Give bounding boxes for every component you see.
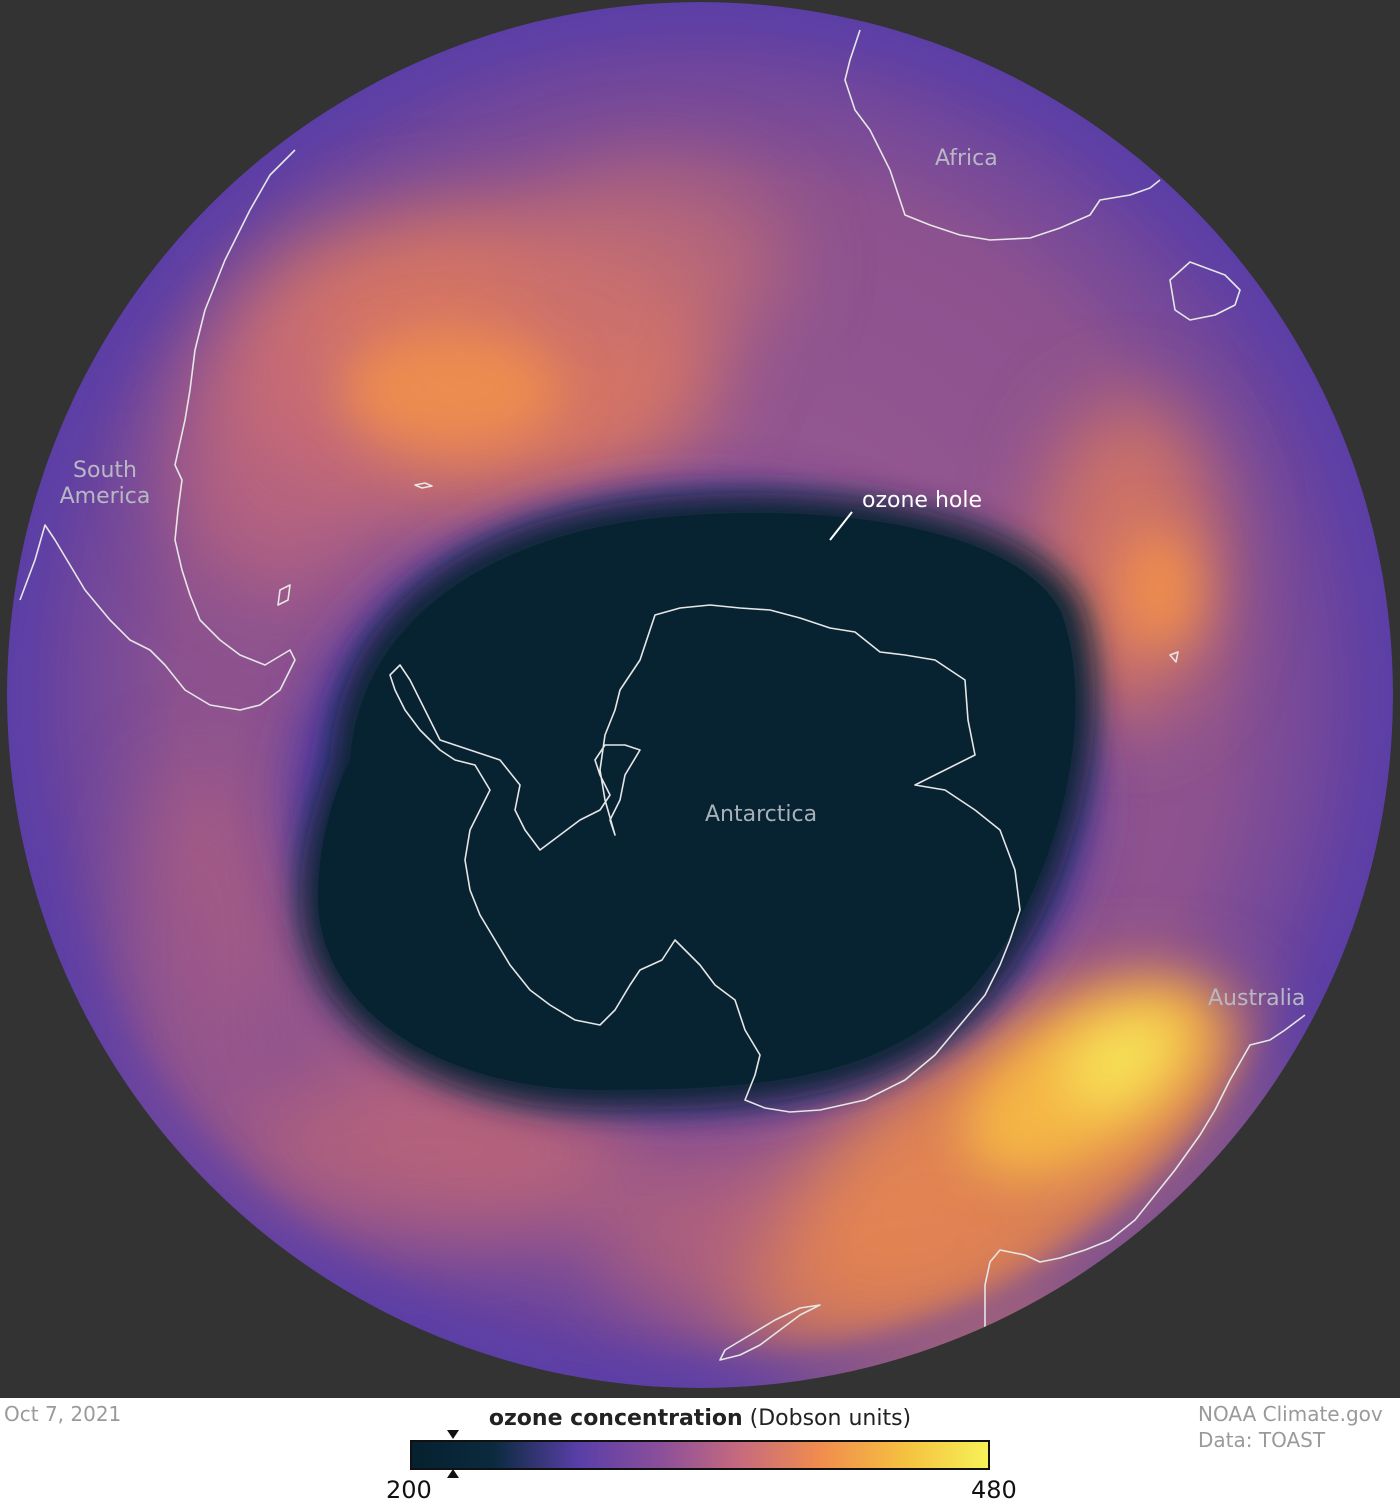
- credit-line-1: NOAA Climate.gov: [1198, 1402, 1383, 1426]
- legend-title: ozone concentration (Dobson units): [410, 1406, 990, 1431]
- footer: Oct 7, 2021 NOAA Climate.gov Data: TOAST…: [0, 1398, 1400, 1509]
- legend-title-main: ozone concentration: [488, 1406, 743, 1431]
- australia-coastline: [984, 1014, 1306, 1346]
- credit-line-2: Data: TOAST: [1198, 1428, 1326, 1452]
- min-marker-bottom-icon: [447, 1469, 460, 1478]
- australia-label: Australia: [1208, 986, 1306, 1011]
- south-america-label-line2: America: [59, 484, 151, 509]
- antarctica-coastline: [389, 604, 1021, 1113]
- date-label: Oct 7, 2021: [4, 1402, 122, 1426]
- africa-label: Africa: [935, 146, 998, 171]
- colorbar-max-label: 480: [971, 1476, 1017, 1504]
- coastlines: [19, 29, 1306, 1361]
- ozone-globe: [7, 2, 1393, 1388]
- ozone-map: Africa South America Antarctica Australi…: [0, 0, 1400, 1398]
- ozone-hole-pointer: [829, 511, 853, 541]
- ozone-colorbar: [410, 1440, 990, 1470]
- south-america-coastline: [19, 149, 296, 711]
- legend-title-units: (Dobson units): [749, 1406, 912, 1431]
- colorbar-min-label: 200: [386, 1476, 432, 1504]
- new-zealand-coastline: [719, 1304, 821, 1361]
- antarctica-label: Antarctica: [705, 802, 818, 827]
- africa-coastline: [844, 29, 1161, 241]
- south-america-label: South America: [50, 458, 160, 510]
- south-america-label-line1: South: [73, 458, 137, 483]
- min-marker-top-icon: [447, 1430, 460, 1439]
- ozone-hole-label: ozone hole: [862, 488, 982, 513]
